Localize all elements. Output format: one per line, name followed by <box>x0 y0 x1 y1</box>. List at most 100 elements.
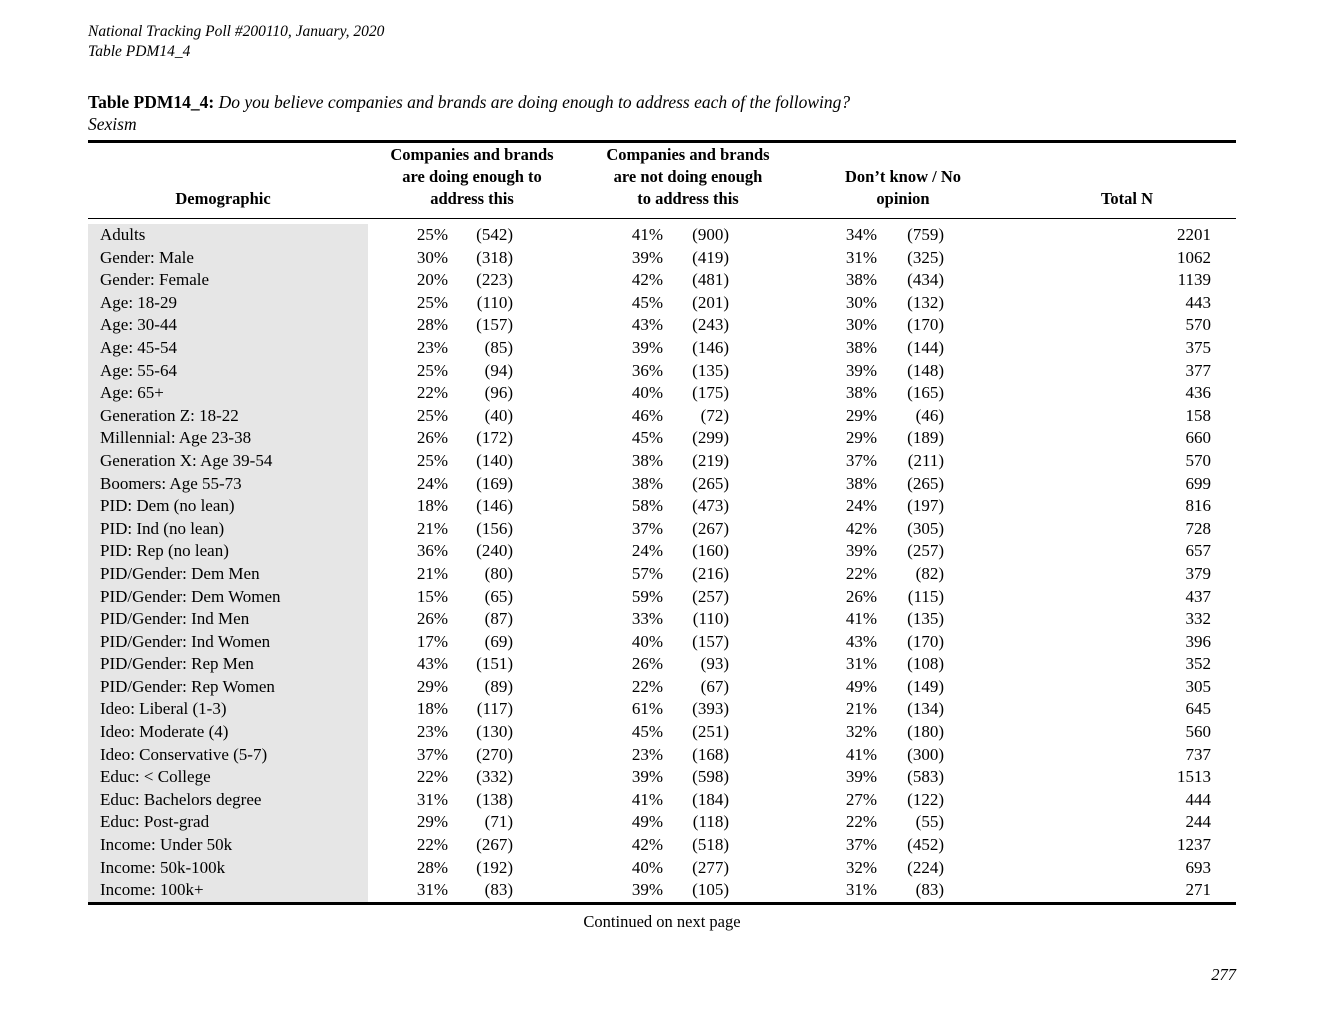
column-header-doing-enough-line2: are doing enough to <box>402 167 542 186</box>
row-n-dont-know: (305) <box>907 518 944 538</box>
row-pct-not-doing-enough: 38% <box>631 473 663 493</box>
table-title-line: Table PDM14_4: Do you believe companies … <box>88 91 1236 113</box>
row-n-dont-know: (82) <box>915 563 944 583</box>
row-pct-doing-enough: 22% <box>416 767 448 787</box>
column-header-doing-enough-line3: address this <box>430 189 514 208</box>
row-total-n: 2201 <box>1177 225 1211 244</box>
row-demographic: Age: 65+ <box>88 382 368 405</box>
row-pct-not-doing-enough: 57% <box>631 563 663 583</box>
poll-identifier: National Tracking Poll #200110, January,… <box>88 23 385 40</box>
row-n-dont-know: (135) <box>907 609 944 629</box>
row-pct-doing-enough: 25% <box>416 405 448 425</box>
row-pct-dont-know: 24% <box>845 496 877 516</box>
row-n-not-doing-enough: (160) <box>692 541 729 561</box>
row-pct-not-doing-enough: 49% <box>631 812 663 832</box>
row-n-not-doing-enough: (110) <box>692 609 729 629</box>
table-row: Boomers: Age 55-73 24% (169) 38% (265) 3… <box>88 472 1236 496</box>
table-row: Age: 18-29 25% (110) 45% (201) 30% (132)… <box>88 291 1236 315</box>
row-pct-doing-enough: 26% <box>416 609 448 629</box>
row-pct-dont-know: 32% <box>845 857 877 877</box>
row-n-not-doing-enough: (473) <box>692 496 729 516</box>
table-row: PID/Gender: Dem Men 21% (80) 57% (216) 2… <box>88 562 1236 586</box>
row-pct-dont-know: 29% <box>845 428 877 448</box>
row-total-n: 1062 <box>1177 247 1211 267</box>
row-demographic: PID/Gender: Dem Men <box>88 562 368 586</box>
table-row: PID: Rep (no lean) 36% (240) 24% (160) 3… <box>88 540 1236 563</box>
row-pct-not-doing-enough: 36% <box>631 360 663 380</box>
table-title-question: Do you believe companies and brands are … <box>218 92 851 112</box>
row-n-doing-enough: (240) <box>476 541 513 561</box>
row-pct-not-doing-enough: 43% <box>631 315 663 335</box>
row-n-doing-enough: (157) <box>476 315 513 335</box>
table-row: PID/Gender: Dem Women 15% (65) 59% (257)… <box>88 585 1236 609</box>
row-pct-doing-enough: 17% <box>416 631 448 651</box>
row-demographic: PID/Gender: Rep Men <box>88 653 368 676</box>
table-row: Educ: Post-grad 29% (71) 49% (118) 22% (… <box>88 811 1236 835</box>
row-n-dont-know: (149) <box>907 676 944 696</box>
row-pct-not-doing-enough: 41% <box>631 789 663 809</box>
row-n-dont-know: (170) <box>907 631 944 651</box>
row-n-doing-enough: (80) <box>484 563 513 583</box>
table-row: Generation X: Age 39-54 25% (140) 38% (2… <box>88 449 1236 473</box>
row-n-dont-know: (144) <box>907 337 944 357</box>
row-pct-not-doing-enough: 26% <box>631 654 663 674</box>
row-pct-not-doing-enough: 45% <box>631 292 663 312</box>
row-total-n: 377 <box>1185 360 1212 380</box>
table-row: Generation Z: 18-22 25% (40) 46% (72) 29… <box>88 404 1236 428</box>
row-pct-doing-enough: 23% <box>416 722 448 742</box>
row-demographic: Boomers: Age 55-73 <box>88 472 368 496</box>
column-header-demographic: Demographic <box>175 189 271 208</box>
row-pct-dont-know: 42% <box>845 518 877 538</box>
row-pct-doing-enough: 28% <box>416 857 448 877</box>
row-n-not-doing-enough: (518) <box>692 835 729 855</box>
row-pct-dont-know: 29% <box>845 405 877 425</box>
row-n-not-doing-enough: (168) <box>692 744 729 764</box>
row-pct-dont-know: 41% <box>845 609 877 629</box>
row-demographic: Income: 100k+ <box>88 879 368 904</box>
row-n-not-doing-enough: (201) <box>692 292 729 312</box>
row-n-not-doing-enough: (419) <box>692 247 729 267</box>
row-n-doing-enough: (138) <box>476 789 513 809</box>
row-n-dont-know: (108) <box>907 654 944 674</box>
row-n-dont-know: (452) <box>907 835 944 855</box>
row-n-dont-know: (265) <box>907 473 944 493</box>
row-pct-dont-know: 37% <box>845 450 877 470</box>
row-pct-doing-enough: 25% <box>416 292 448 312</box>
table-row: Educ: Bachelors degree 31% (138) 41% (18… <box>88 788 1236 812</box>
row-n-not-doing-enough: (135) <box>692 360 729 380</box>
row-total-n: 305 <box>1185 676 1212 696</box>
row-pct-doing-enough: 18% <box>416 699 448 719</box>
table-top-rule <box>88 140 1236 143</box>
row-pct-not-doing-enough: 61% <box>631 699 663 719</box>
row-pct-not-doing-enough: 40% <box>631 631 663 651</box>
table-row: PID: Ind (no lean) 21% (156) 37% (267) 4… <box>88 517 1236 541</box>
column-header-doing-enough-line1: Companies and brands <box>390 145 554 164</box>
row-n-not-doing-enough: (93) <box>700 654 729 674</box>
row-n-dont-know: (83) <box>915 880 944 900</box>
row-pct-not-doing-enough: 45% <box>631 428 663 448</box>
row-pct-dont-know: 49% <box>845 676 877 696</box>
row-n-not-doing-enough: (67) <box>700 676 729 696</box>
row-total-n: 444 <box>1185 789 1212 809</box>
column-header-doing-enough: Companies and brands are doing enough to… <box>390 144 553 210</box>
row-total-n: 660 <box>1185 428 1212 448</box>
row-total-n: 645 <box>1185 699 1212 719</box>
table-column-headers: Demographic Companies and brands are doi… <box>88 143 1236 219</box>
row-total-n: 436 <box>1185 383 1212 403</box>
row-demographic: Adults <box>88 224 368 247</box>
row-pct-dont-know: 22% <box>845 563 877 583</box>
row-pct-dont-know: 34% <box>845 225 877 244</box>
table-row: PID/Gender: Rep Women 29% (89) 22% (67) … <box>88 675 1236 699</box>
crosstab-table: Adults 25% (542) 41% (900) 34% (759) 220… <box>88 224 1236 905</box>
row-pct-not-doing-enough: 38% <box>631 450 663 470</box>
row-pct-doing-enough: 25% <box>416 360 448 380</box>
row-pct-doing-enough: 23% <box>416 337 448 357</box>
column-header-not-doing-enough-line2: are not doing enough <box>613 167 763 186</box>
row-pct-doing-enough: 43% <box>416 654 448 674</box>
row-pct-not-doing-enough: 58% <box>631 496 663 516</box>
row-demographic: PID: Ind (no lean) <box>88 517 368 541</box>
table-row: Ideo: Moderate (4) 23% (130) 45% (251) 3… <box>88 721 1236 744</box>
table-row: Age: 30-44 28% (157) 43% (243) 30% (170)… <box>88 314 1236 337</box>
row-pct-not-doing-enough: 42% <box>631 270 663 290</box>
